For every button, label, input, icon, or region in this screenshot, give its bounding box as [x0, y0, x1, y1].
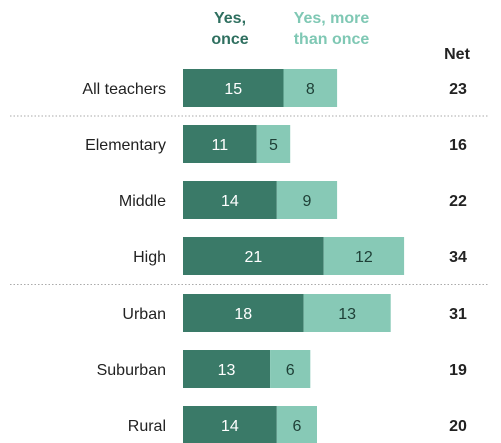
- data-label-once-urban: 18: [234, 306, 252, 323]
- bar-once-urban: [183, 294, 304, 332]
- bar-once-all-teachers: [183, 69, 284, 107]
- bar-once-suburban: [183, 350, 271, 388]
- bar-once-middle: [183, 181, 277, 219]
- category-label-middle: Middle: [119, 193, 166, 210]
- bar-more-rural: [276, 406, 317, 443]
- bar-more-middle: [276, 181, 338, 219]
- data-label-once-middle: 14: [221, 193, 239, 210]
- category-label-suburban: Suburban: [97, 362, 166, 379]
- category-label-urban: Urban: [122, 306, 166, 323]
- bar-more-all-teachers: [283, 69, 338, 107]
- data-label-more-rural: 6: [292, 418, 301, 435]
- category-label-rural: Rural: [128, 418, 166, 435]
- net-value-rural: 20: [449, 418, 467, 435]
- data-label-once-suburban: 13: [218, 362, 236, 379]
- data-label-once-high: 21: [244, 249, 262, 266]
- legend-yes-once: Yes, once: [211, 10, 249, 48]
- data-label-more-high: 12: [355, 249, 373, 266]
- bar-more-suburban: [270, 350, 311, 388]
- data-label-more-all-teachers: 8: [306, 81, 315, 98]
- bar-more-elementary: [256, 125, 291, 163]
- net-value-all-teachers: 23: [449, 81, 467, 98]
- data-label-once-elementary: 11: [212, 137, 229, 154]
- category-label-high: High: [133, 249, 166, 266]
- bar-once-high: [183, 237, 324, 275]
- net-value-middle: 22: [449, 193, 467, 210]
- data-label-once-rural: 14: [221, 418, 239, 435]
- category-label-all-teachers: All teachers: [82, 81, 166, 98]
- net-value-high: 34: [449, 249, 467, 266]
- bar-more-urban: [303, 294, 391, 332]
- data-label-more-middle: 9: [302, 193, 311, 210]
- net-value-suburban: 19: [449, 362, 467, 379]
- net-value-elementary: 16: [449, 137, 467, 154]
- bar-more-high: [323, 237, 405, 275]
- data-label-once-all-teachers: 15: [224, 81, 242, 98]
- data-label-more-elementary: 5: [269, 137, 278, 154]
- bar-once-elementary: [183, 125, 257, 163]
- net-column-header: Net: [444, 46, 470, 63]
- legend-yes-more-than-once: Yes, more than once: [293, 10, 370, 48]
- data-label-more-urban: 13: [338, 306, 356, 323]
- net-value-urban: 31: [449, 306, 467, 323]
- bar-once-rural: [183, 406, 277, 443]
- data-label-more-suburban: 6: [286, 362, 295, 379]
- category-label-elementary: Elementary: [85, 137, 166, 154]
